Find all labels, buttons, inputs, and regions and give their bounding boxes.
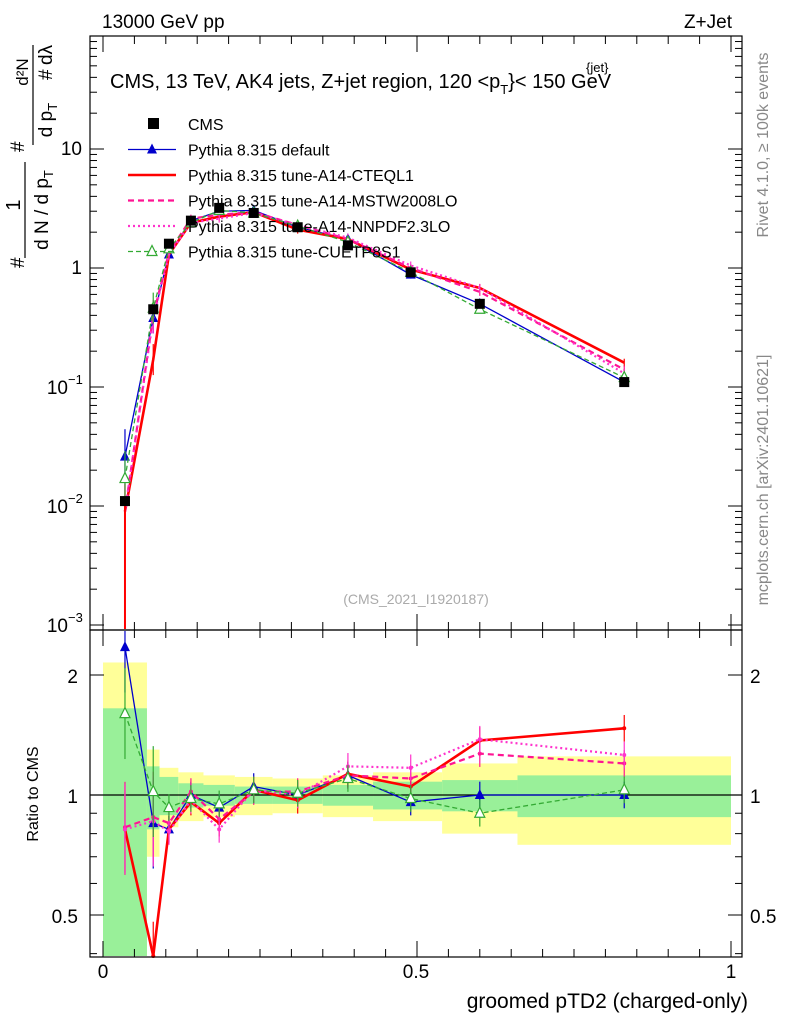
- cms-data-point: [292, 222, 303, 233]
- ratio-point-open-triangle: [291, 785, 304, 798]
- main-tick-label-exponent: −1: [68, 372, 83, 387]
- ratio-tick-label-left: 1: [67, 787, 78, 808]
- ratio-tick-labels: 2 1 0.5 2 1 0.5: [52, 667, 777, 928]
- ratio-point-triangle: [474, 789, 485, 799]
- ratio-point: [166, 829, 171, 834]
- ratio-panel-series: [119, 631, 631, 958]
- ratio-point-open-triangle: [213, 796, 226, 809]
- ratio-point-open-triangle: [473, 805, 486, 818]
- mcplots-label: mcplots.cern.ch [arXiv:2401.10621]: [755, 355, 772, 606]
- cms-data-point: [185, 215, 196, 226]
- ratio-axis-ticks: [90, 674, 742, 955]
- main-panel-series: [119, 202, 631, 629]
- x-axis-label: groomed pTD2 (charged-only): [467, 990, 748, 1013]
- ratio-point-open-triangle: [404, 791, 417, 804]
- y-label-one: 1: [3, 199, 25, 210]
- y-label-hash: #: [36, 69, 57, 80]
- main-tick-label: 10: [61, 139, 82, 160]
- legend-marker-square: [148, 118, 159, 129]
- x-axis-ticks: [102, 36, 732, 957]
- legend-label: CMS: [188, 117, 224, 134]
- cms-data-point: [214, 202, 225, 213]
- main-point-open-triangle: [119, 471, 131, 484]
- x-tick-label: 1: [726, 962, 737, 983]
- main-tick-label: 10: [47, 497, 68, 518]
- main-tick-labels: 10 1 10 −1 10 −2 10 −3: [47, 139, 83, 637]
- main-tick-label: 10: [47, 378, 68, 399]
- rivet-version-label: Rivet 4.1.0, ≥ 100k events: [755, 53, 772, 238]
- main-axis-ticks: [90, 41, 742, 626]
- y-label-dn: d N / d pT: [32, 170, 56, 250]
- cms-data-point: [148, 304, 159, 315]
- ratio-point-open-triangle: [247, 782, 260, 795]
- ratio-tick-label-right: 1: [750, 787, 761, 808]
- main-tick-label-exponent: −3: [68, 610, 83, 625]
- plot-title: CMS, 13 TeV, AK4 jets, Z+jet region, 120…: [110, 71, 612, 97]
- cms-data-point: [342, 240, 353, 251]
- ratio-series-line: [124, 752, 625, 829]
- ratio-point: [622, 726, 627, 731]
- ratio-point: [477, 751, 482, 756]
- x-tick-label: 0: [98, 962, 109, 983]
- ratio-point-open-triangle: [162, 800, 175, 813]
- plot-title-superscript: {jet}: [586, 60, 609, 75]
- ratio-point-open-triangle: [184, 791, 197, 804]
- ratio-tick-label-right: 2: [750, 667, 761, 688]
- ratio-point-open-triangle: [119, 706, 131, 719]
- header-process-label: Z+Jet: [684, 12, 733, 33]
- ratio-panel-frame: [89, 629, 743, 958]
- cms-data-point: [119, 496, 130, 507]
- cms-data-point: [405, 267, 416, 278]
- legend-label: Pythia 8.315 tune-A14-NNPDF2.3LO: [188, 219, 450, 236]
- y-label-dpt: d pT: [36, 103, 60, 137]
- legend-label: Pythia 8.315 tune-CUETP8S1: [188, 245, 401, 262]
- ratio-point-open-triangle: [147, 784, 160, 797]
- y-label-hash: #: [8, 141, 29, 152]
- y-label-hash: #: [8, 257, 29, 268]
- legend: CMS Pythia 8.315 default Pythia 8.315 tune…: [128, 117, 457, 262]
- ratio-series-line: [124, 738, 625, 833]
- legend-label: Pythia 8.315 tune-A14-MSTW2008LO: [188, 194, 457, 211]
- ratio-point: [217, 827, 222, 832]
- cms-data-point: [619, 377, 630, 388]
- ratio-point: [122, 827, 127, 832]
- main-y-axis-label: # 1 d N / d pT # d²N d pT # dλ: [3, 44, 60, 268]
- y-label-d2n: d²N: [13, 58, 32, 85]
- y-label-dlambda: dλ: [36, 44, 57, 65]
- ratio-point: [477, 737, 482, 742]
- legend-label: Pythia 8.315 default: [188, 143, 330, 160]
- x-tick-label: 0.5: [403, 962, 429, 983]
- main-tick-label: 10: [47, 616, 68, 637]
- ratio-tick-label-left: 0.5: [52, 907, 78, 928]
- cms-data-point: [248, 207, 259, 218]
- cms-data-point: [163, 238, 174, 249]
- ratio-point-open-triangle: [618, 782, 631, 795]
- cms-data-point: [474, 298, 485, 309]
- main-tick-label: 1: [71, 258, 82, 279]
- analysis-id: (CMS_2021_I1920187): [343, 591, 489, 607]
- ratio-point: [622, 752, 627, 757]
- ratio-tick-label-left: 2: [67, 667, 78, 688]
- ratio-point: [408, 765, 413, 770]
- main-tick-label-exponent: −2: [68, 491, 83, 506]
- legend-label: Pythia 8.315 tune-A14-CTEQL1: [188, 168, 414, 185]
- ratio-axis-label: Ratio to CMS: [25, 746, 42, 841]
- ratio-tick-label-right: 0.5: [750, 907, 776, 928]
- header-beam-label: 13000 GeV pp: [102, 12, 225, 33]
- x-tick-labels: 0 0.5 1: [98, 962, 737, 983]
- legend-marker-triangle: [147, 143, 157, 154]
- legend-marker-open-triangle: [146, 244, 158, 257]
- ratio-point-open-triangle: [341, 771, 354, 784]
- ratio-point-triangle: [119, 641, 130, 652]
- main-series-line: [124, 209, 625, 479]
